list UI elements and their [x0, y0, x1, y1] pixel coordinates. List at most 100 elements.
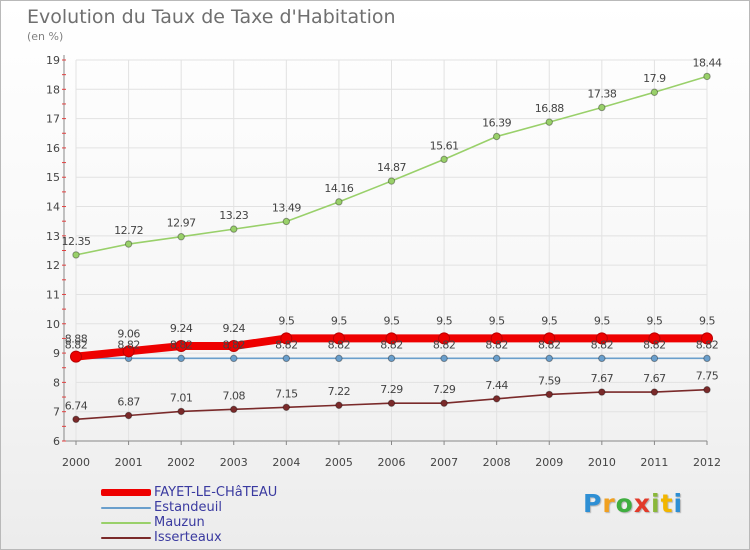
data-label: 7.75 [696, 370, 719, 383]
data-label: 9.5 [331, 314, 347, 327]
data-label: 18.44 [693, 56, 722, 69]
y-tick-label: 19 [46, 54, 60, 67]
data-point [650, 388, 659, 396]
x-tick-label: 2002 [167, 456, 195, 469]
data-label: 9.24 [223, 322, 246, 335]
data-point [230, 225, 238, 233]
x-tick-label: 2010 [588, 456, 616, 469]
data-label: 6.87 [117, 396, 140, 409]
data-point [122, 345, 135, 358]
chart-title: Evolution du Taux de Taxe d'Habitation [27, 6, 396, 28]
data-point [492, 132, 501, 141]
x-tick-label: 2011 [640, 456, 668, 469]
data-label: 8.82 [223, 338, 246, 351]
series-group [70, 72, 713, 424]
data-point [280, 332, 293, 345]
data-label: 7.01 [170, 391, 193, 404]
data-label: 7.67 [643, 372, 666, 385]
data-label: 8.82 [591, 338, 614, 351]
data-point [335, 401, 343, 409]
data-point [72, 415, 80, 424]
data-label: 8.88 [65, 333, 88, 346]
data-label: 8.82 [696, 338, 719, 351]
data-label: 9.24 [170, 322, 193, 335]
data-point [703, 72, 711, 81]
logo-letter: P [583, 489, 603, 518]
data-label: 8.82 [275, 338, 298, 351]
data-point [490, 332, 503, 345]
y-tick-label: 10 [46, 318, 60, 331]
data-point [595, 332, 608, 345]
data-label: 7.15 [275, 387, 298, 400]
x-tick-label: 2006 [378, 456, 406, 469]
logo-letter: i [651, 489, 661, 518]
data-point [177, 407, 185, 416]
data-label: 9.5 [594, 314, 610, 327]
data-point [227, 340, 240, 353]
data-point [440, 155, 448, 164]
data-point [598, 388, 606, 396]
data-label: 7.22 [328, 385, 351, 398]
data-point [648, 332, 661, 345]
data-point [598, 354, 606, 363]
y-tick-label: 8 [53, 376, 60, 389]
legend-swatch-mauzun [101, 522, 151, 524]
data-label: 9.5 [541, 314, 557, 327]
y-tick-label: 13 [46, 230, 60, 243]
y-tick-label: 11 [46, 288, 60, 301]
legend-swatch-isserteaux [101, 537, 151, 539]
data-point [543, 332, 556, 345]
data-label: 12.97 [167, 217, 196, 230]
data-label: 8.82 [433, 338, 456, 351]
x-tick-label: 2007 [430, 456, 458, 469]
data-label: 16.39 [482, 116, 511, 129]
y-tick-label: 15 [46, 171, 60, 184]
data-label: 12.72 [114, 224, 143, 237]
data-point [387, 399, 396, 407]
x-tick-label: 2001 [115, 456, 143, 469]
y-tick-label: 16 [46, 142, 60, 155]
data-label: 13.23 [219, 209, 248, 222]
legend-label-fayet: FAYET-LE-CHâTEAU [154, 485, 278, 500]
logo-letter: t [660, 489, 674, 518]
data-point [545, 354, 553, 363]
data-label: 8.82 [380, 338, 403, 351]
data-label: 14.16 [324, 182, 353, 195]
data-point [545, 390, 553, 399]
data-label: 6.74 [65, 399, 88, 412]
x-tick-label: 2005 [325, 456, 353, 469]
data-label: 9.5 [384, 314, 400, 327]
y-tick-label: 9 [53, 347, 60, 360]
data-point [124, 240, 133, 248]
data-label: 17.9 [643, 72, 666, 85]
data-point [332, 332, 345, 345]
y-tick-label: 14 [46, 201, 60, 214]
data-point [440, 399, 448, 407]
data-label: 8.82 [538, 338, 561, 351]
legend-swatch-estandeuil [101, 507, 151, 509]
data-point [72, 251, 80, 259]
legend-label-estandeuil: Estandeuil [154, 500, 223, 515]
data-label: 8.82 [170, 338, 193, 351]
chart-subtitle: (en %) [27, 30, 64, 43]
data-label: 16.88 [535, 102, 564, 115]
data-label: 15.61 [430, 139, 459, 152]
logo-letter: r [602, 489, 616, 518]
data-point [282, 403, 291, 411]
data-label: 7.59 [538, 374, 561, 387]
data-point [230, 405, 238, 414]
data-label: 7.08 [223, 389, 246, 402]
x-tick-label: 2012 [693, 456, 721, 469]
x-tick-label: 2004 [272, 456, 300, 469]
legend-label-mauzun: Mauzun [154, 515, 205, 530]
data-point [492, 395, 501, 403]
data-label: 8.82 [65, 338, 88, 351]
data-point [387, 177, 396, 185]
data-point [335, 198, 343, 206]
data-point [175, 340, 188, 353]
data-label: 7.44 [485, 379, 508, 392]
data-label: 8.82 [328, 338, 351, 351]
legend-label-isserteaux: Isserteaux [154, 530, 222, 545]
